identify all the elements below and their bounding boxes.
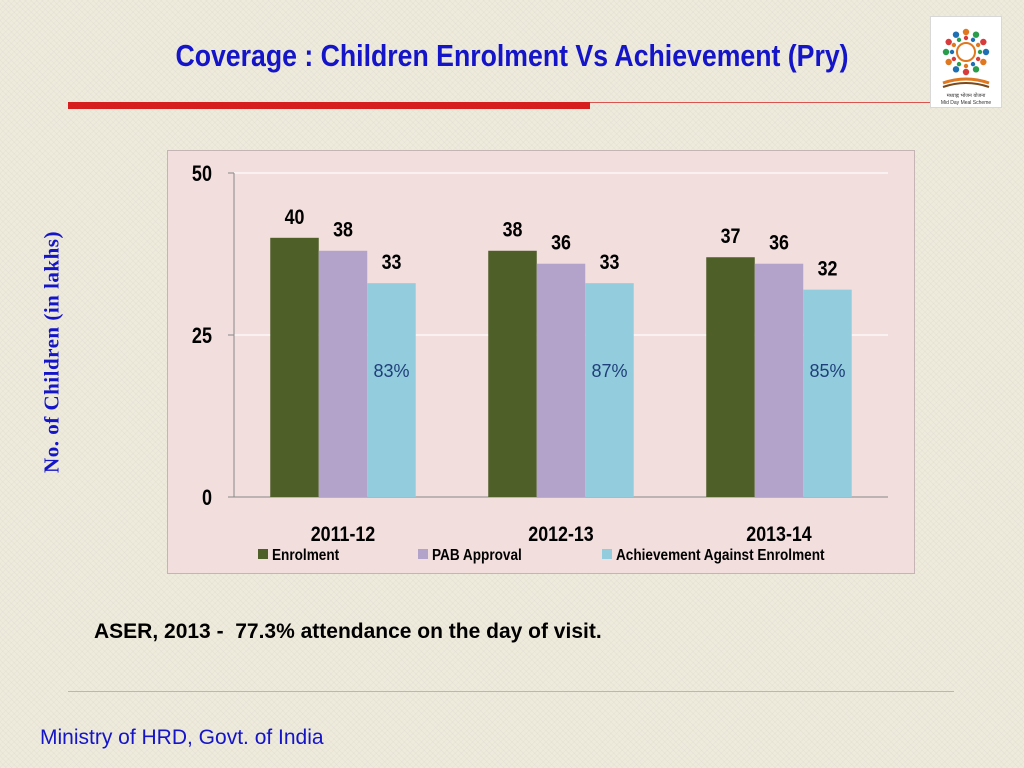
logo-caption: Mid Day Meal Scheme [941,100,992,106]
legend-label: Achievement Against Enrolment [616,547,825,564]
legend-label: PAB Approval [432,547,522,564]
achievement-percent-label: 83% [373,361,409,381]
legend-swatch [602,549,612,559]
page-title: Coverage : Children Enrolment Vs Achieve… [175,38,849,73]
bar [803,289,852,497]
data-label: 37 [721,225,741,249]
legend-item: PAB Approval [418,547,522,564]
data-label: 38 [333,218,353,242]
data-label: 38 [503,218,523,242]
x-tick-label: 2011-12 [311,523,376,547]
bar [367,283,416,497]
mid-day-meal-logo-icon: मध्याह्न भोजन योजना Mid Day Meal Scheme [941,28,992,106]
bar-chart: 0 25 50 40 38 33 83% 2011-12 38 36 33 87% 2012-13 37 3… [167,150,915,574]
bar [706,257,755,497]
footer-divider [68,691,954,692]
legend-item: Achievement Against Enrolment [602,547,825,564]
bar [536,263,586,497]
bar [318,250,368,497]
bar [754,263,804,497]
chart-canvas: 0 25 50 40 38 33 83% 2011-12 38 36 33 87% 2012-13 37 3… [192,162,888,564]
bar [488,250,537,497]
bar [270,237,319,498]
data-label: 36 [551,231,571,255]
logo-caption-hindi: मध्याह्न भोजन योजना [947,92,986,99]
data-label: 33 [600,251,620,275]
data-label: 36 [769,231,789,255]
x-tick-label: 2013-14 [746,523,812,547]
aser-note: ASER, 2013 - 77.3% attendance on the day… [94,620,602,643]
legend-item: Enrolment [258,547,339,564]
data-label: 32 [818,257,838,281]
x-tick-label: 2012-13 [528,523,594,547]
data-label: 33 [382,251,402,275]
title-divider-accent [68,102,590,109]
footer-text: Ministry of HRD, Govt. of India [40,726,324,749]
achievement-percent-label: 87% [591,361,627,381]
bar [585,283,634,497]
legend-label: Enrolment [272,547,339,564]
legend-swatch [418,549,428,559]
data-label: 40 [285,205,305,229]
achievement-percent-label: 85% [809,361,845,381]
legend-swatch [258,549,268,559]
y-tick-label: 25 [192,324,212,348]
mid-day-meal-logo: मध्याह्न भोजन योजना Mid Day Meal Scheme [930,16,1002,108]
y-tick-label: 50 [192,162,212,186]
y-axis-title: No. of Children (in lakhs) [39,231,64,473]
y-tick-label: 0 [202,486,212,510]
